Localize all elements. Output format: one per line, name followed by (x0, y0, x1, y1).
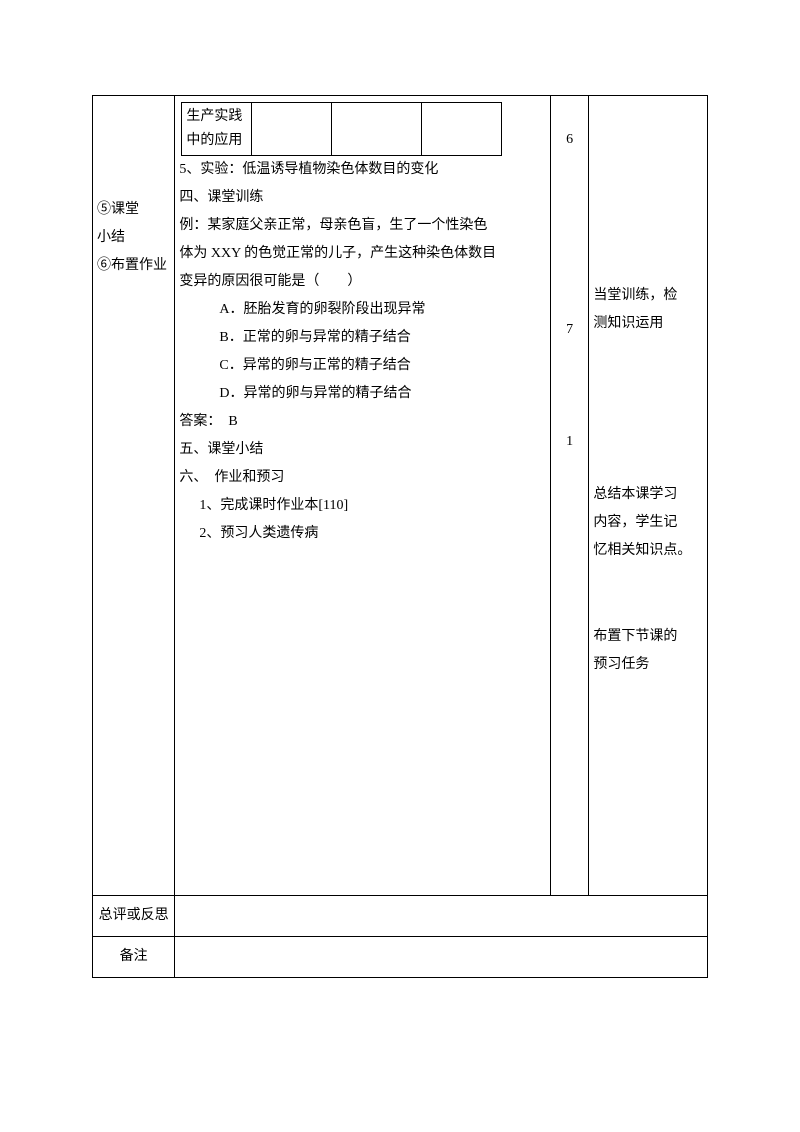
note-block-2: 总结本课学习 内容，学生记 忆相关知识点。 (593, 481, 703, 565)
inner-cell-3 (332, 103, 422, 156)
notes-column: 当堂训练，检 测知识运用 总结本课学习 内容，学生记 忆相关知识点。 布置下节课… (589, 96, 708, 896)
example-line-3: 变异的原因很可能是（ ） (179, 268, 546, 296)
section-label-5b: 小结 (97, 224, 170, 252)
summary-content (175, 896, 708, 937)
inner-nested-table: 生产实践 中的应用 (181, 102, 502, 156)
summary-row: 总评或反思 (93, 896, 708, 937)
section-4-title: 四、课堂训练 (179, 184, 546, 212)
summary-label: 总评或反思 (93, 896, 175, 937)
section-label-6: ⑥布置作业 (97, 252, 170, 280)
note-block-1: 当堂训练，检 测知识运用 (593, 282, 703, 338)
note-block-3: 布置下节课的 预习任务 (593, 623, 703, 679)
lesson-plan-table: ⑤课堂 小结 ⑥布置作业 生产实践 中的应用 5、实验：低温诱导植物染色体数目的… (92, 95, 708, 978)
example-line-1: 例：某家庭父亲正常，母亲色盲，生了一个性染色 (179, 212, 546, 240)
option-d: D．异常的卵与异常的精子结合 (179, 380, 546, 408)
remarks-row: 备注 (93, 937, 708, 978)
section-6-title: 六、 作业和预习 (179, 464, 546, 492)
time-value-1: 6 (555, 126, 584, 154)
time-column: 6 7 1 (550, 96, 588, 896)
inner-cell-2 (252, 103, 332, 156)
option-c: C．异常的卵与正常的精子结合 (179, 352, 546, 380)
remarks-content (175, 937, 708, 978)
left-section-labels: ⑤课堂 小结 ⑥布置作业 (93, 96, 175, 896)
experiment-line: 5、实验：低温诱导植物染色体数目的变化 (179, 156, 546, 184)
inner-cell-1: 生产实践 中的应用 (182, 103, 252, 156)
remarks-label: 备注 (93, 937, 175, 978)
time-value-2: 7 (555, 316, 584, 344)
main-content-column: 生产实践 中的应用 5、实验：低温诱导植物染色体数目的变化 四、课堂训练 例：某… (175, 96, 551, 896)
homework-1: 1、完成课时作业本[110] (179, 492, 546, 520)
section-label-5a: ⑤课堂 (97, 196, 170, 224)
example-line-2: 体为 XXY 的色觉正常的儿子，产生这种染色体数目 (179, 240, 546, 268)
inner-cell-4 (422, 103, 502, 156)
section-5-title: 五、课堂小结 (179, 436, 546, 464)
answer-line: 答案： B (179, 408, 546, 436)
time-value-3: 1 (555, 428, 584, 456)
homework-2: 2、预习人类遗传病 (179, 520, 546, 548)
option-a: A．胚胎发育的卵裂阶段出现异常 (179, 296, 546, 324)
option-b: B．正常的卵与异常的精子结合 (179, 324, 546, 352)
